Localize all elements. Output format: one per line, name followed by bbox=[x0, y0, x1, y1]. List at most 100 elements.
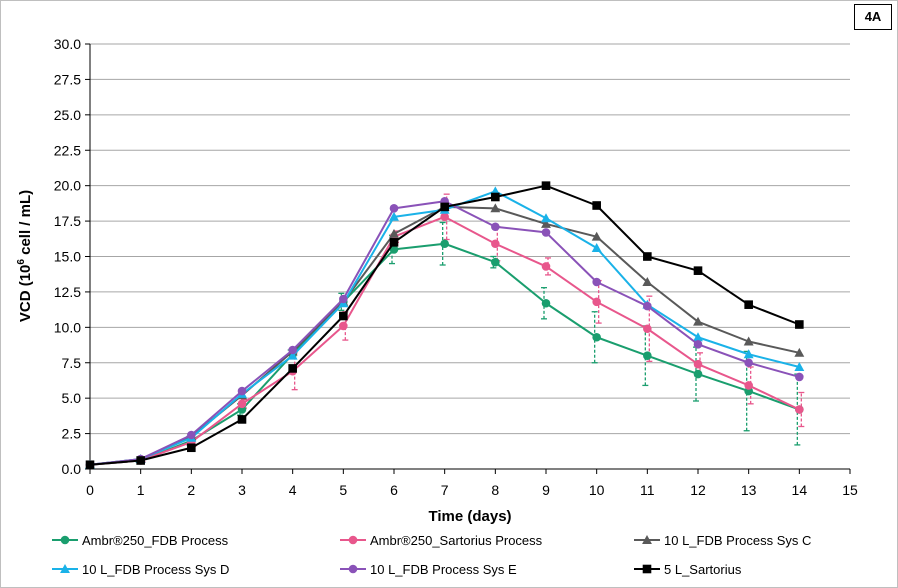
legend-entry: Ambr®250_Sartorius Process bbox=[340, 533, 543, 548]
data-point bbox=[440, 212, 449, 222]
data-point bbox=[541, 218, 551, 228]
data-point bbox=[339, 311, 348, 321]
y-tick-label: 10.0 bbox=[54, 319, 81, 335]
x-tick-label: 13 bbox=[741, 482, 757, 498]
data-point bbox=[490, 203, 501, 213]
y-axis-title-tail: cell / mL) bbox=[17, 190, 34, 259]
legend-entry: 10 L_FDB Process Sys D bbox=[52, 562, 229, 577]
data-point bbox=[288, 345, 297, 355]
data-point bbox=[440, 239, 449, 249]
data-point bbox=[389, 211, 399, 221]
y-tick-label: 27.5 bbox=[54, 71, 81, 87]
y-axis-title-superscript: 6 bbox=[16, 259, 27, 265]
y-axis-title-main: VCD (10 bbox=[17, 265, 34, 323]
y-tick-label: 25.0 bbox=[54, 107, 81, 123]
data-point bbox=[237, 399, 247, 409]
data-point bbox=[795, 405, 804, 414]
y-axis-title: VCD (106 cell / mL) bbox=[16, 190, 34, 322]
data-point bbox=[592, 297, 601, 307]
panel-label: 4A bbox=[854, 4, 892, 30]
legend-marker bbox=[60, 564, 70, 573]
data-point bbox=[389, 204, 399, 213]
data-point bbox=[541, 181, 551, 190]
data-point bbox=[187, 430, 196, 440]
data-point bbox=[440, 202, 449, 212]
series-lines bbox=[85, 181, 805, 470]
data-point bbox=[643, 301, 652, 311]
y-tick-label: 5.0 bbox=[62, 390, 82, 406]
data-point bbox=[389, 238, 399, 247]
data-point bbox=[591, 243, 602, 252]
data-point bbox=[693, 266, 703, 275]
data-point bbox=[136, 456, 145, 465]
data-point bbox=[491, 222, 500, 232]
data-point bbox=[743, 349, 754, 359]
x-tick-label: 11 bbox=[640, 482, 655, 498]
data-point bbox=[288, 364, 297, 373]
data-point bbox=[643, 351, 652, 360]
x-tick-label: 4 bbox=[289, 482, 297, 498]
series-4 bbox=[85, 196, 804, 470]
legend-marker bbox=[642, 535, 652, 544]
legend-entry: Ambr®250_FDB Process bbox=[52, 533, 229, 548]
legend-label: 10 L_FDB Process Sys D bbox=[82, 562, 229, 577]
x-tick-label: 3 bbox=[238, 482, 246, 498]
data-point bbox=[591, 231, 602, 241]
legend-label: 10 L_FDB Process Sys E bbox=[370, 562, 517, 577]
data-point bbox=[592, 201, 601, 210]
x-tick-label: 6 bbox=[390, 482, 398, 498]
x-tick-label: 14 bbox=[792, 482, 808, 498]
legend-marker bbox=[642, 564, 652, 574]
y-tick-label: 0.0 bbox=[62, 461, 82, 477]
y-tick-label: 2.5 bbox=[62, 426, 82, 442]
data-point bbox=[643, 252, 652, 261]
data-point bbox=[389, 245, 399, 254]
y-tick-label: 30.0 bbox=[54, 36, 81, 52]
y-tick-label: 22.5 bbox=[54, 142, 81, 158]
data-point bbox=[794, 347, 805, 357]
x-tick-label: 12 bbox=[690, 482, 706, 498]
legend-entry: 5 L_Sartorius bbox=[634, 562, 742, 577]
legend-label: Ambr®250_FDB Process bbox=[82, 533, 229, 548]
x-axis-title: Time (days) bbox=[428, 508, 511, 525]
error-bar bbox=[545, 257, 551, 276]
legend-label: 10 L_FDB Process Sys C bbox=[664, 533, 811, 548]
legend-marker bbox=[60, 535, 70, 545]
y-tick-label: 7.5 bbox=[62, 355, 82, 371]
data-point bbox=[287, 350, 298, 360]
y-tick-label: 17.5 bbox=[54, 213, 81, 229]
y-tick-label: 20.0 bbox=[54, 178, 81, 194]
data-point bbox=[795, 372, 804, 382]
x-tick-labels: 0 1 2 3 4 5 6 7 8 9 10 11 12 13 14 15 bbox=[86, 469, 858, 498]
x-tick-label: 5 bbox=[339, 482, 347, 498]
data-point bbox=[592, 332, 601, 342]
data-point bbox=[693, 359, 703, 369]
data-point bbox=[237, 386, 247, 396]
data-point bbox=[541, 262, 551, 271]
data-point bbox=[744, 300, 753, 309]
series-5 bbox=[85, 181, 804, 470]
y-tick-label: 12.5 bbox=[54, 284, 81, 300]
data-point bbox=[491, 239, 500, 249]
data-point bbox=[541, 298, 551, 308]
x-tick-label: 10 bbox=[589, 482, 605, 498]
data-point bbox=[795, 320, 804, 329]
x-tick-label: 15 bbox=[842, 482, 858, 498]
x-tick-label: 0 bbox=[86, 482, 94, 498]
data-point bbox=[541, 228, 551, 237]
data-point bbox=[339, 294, 348, 304]
data-point bbox=[339, 321, 348, 331]
x-tick-label: 8 bbox=[491, 482, 499, 498]
series-line bbox=[89, 190, 800, 466]
legend-marker bbox=[348, 535, 358, 545]
gridlines bbox=[90, 43, 850, 435]
data-point bbox=[744, 358, 753, 368]
data-point bbox=[491, 192, 500, 202]
x-tick-label: 2 bbox=[187, 482, 195, 498]
data-point bbox=[592, 277, 601, 287]
data-point bbox=[541, 213, 551, 223]
data-point bbox=[491, 257, 500, 267]
x-tick-label: 7 bbox=[441, 482, 449, 498]
